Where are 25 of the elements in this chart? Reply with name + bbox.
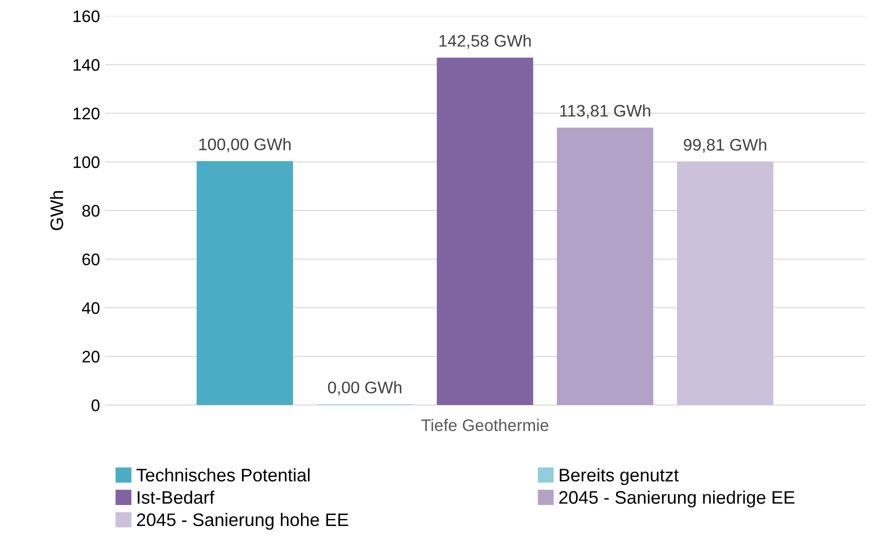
y-tick-label: 120 [74,108,100,120]
legend-label: Ist-Bedarf [138,490,214,504]
x-tick-label: Tiefe Geothermie [421,418,548,432]
legend-label: Bereits genutzt [560,468,679,486]
data-label: 99,81 GWh [684,138,766,153]
legend-label: 2045 - Sanierung hohe EE [137,512,348,530]
y-tick-label: 100 [74,156,100,168]
y-tick-label: 80 [82,204,100,217]
data-label: 100,00 GWh [199,138,291,152]
y-axis-title: GWh [50,191,64,230]
bar [436,58,534,405]
y-tick-label: 0 [92,399,100,412]
y-tick-label: 20 [82,350,100,363]
y-tick-label: 60 [82,254,100,266]
y-tick-label: 40 [82,302,100,314]
data-label: 142,58 GWh [439,34,531,49]
y-tick-label: 160 [74,10,100,22]
y-tick-label: 140 [74,59,100,71]
data-label: 113,81 GWh [560,104,650,119]
bar [676,162,774,405]
bar [556,128,654,405]
legend-label: 2045 - Sanierung niedrige EE [559,490,794,508]
bar [196,161,294,405]
legend-label: Technisches Potential [136,468,310,482]
data-label: 0,00 GWh [328,381,402,396]
